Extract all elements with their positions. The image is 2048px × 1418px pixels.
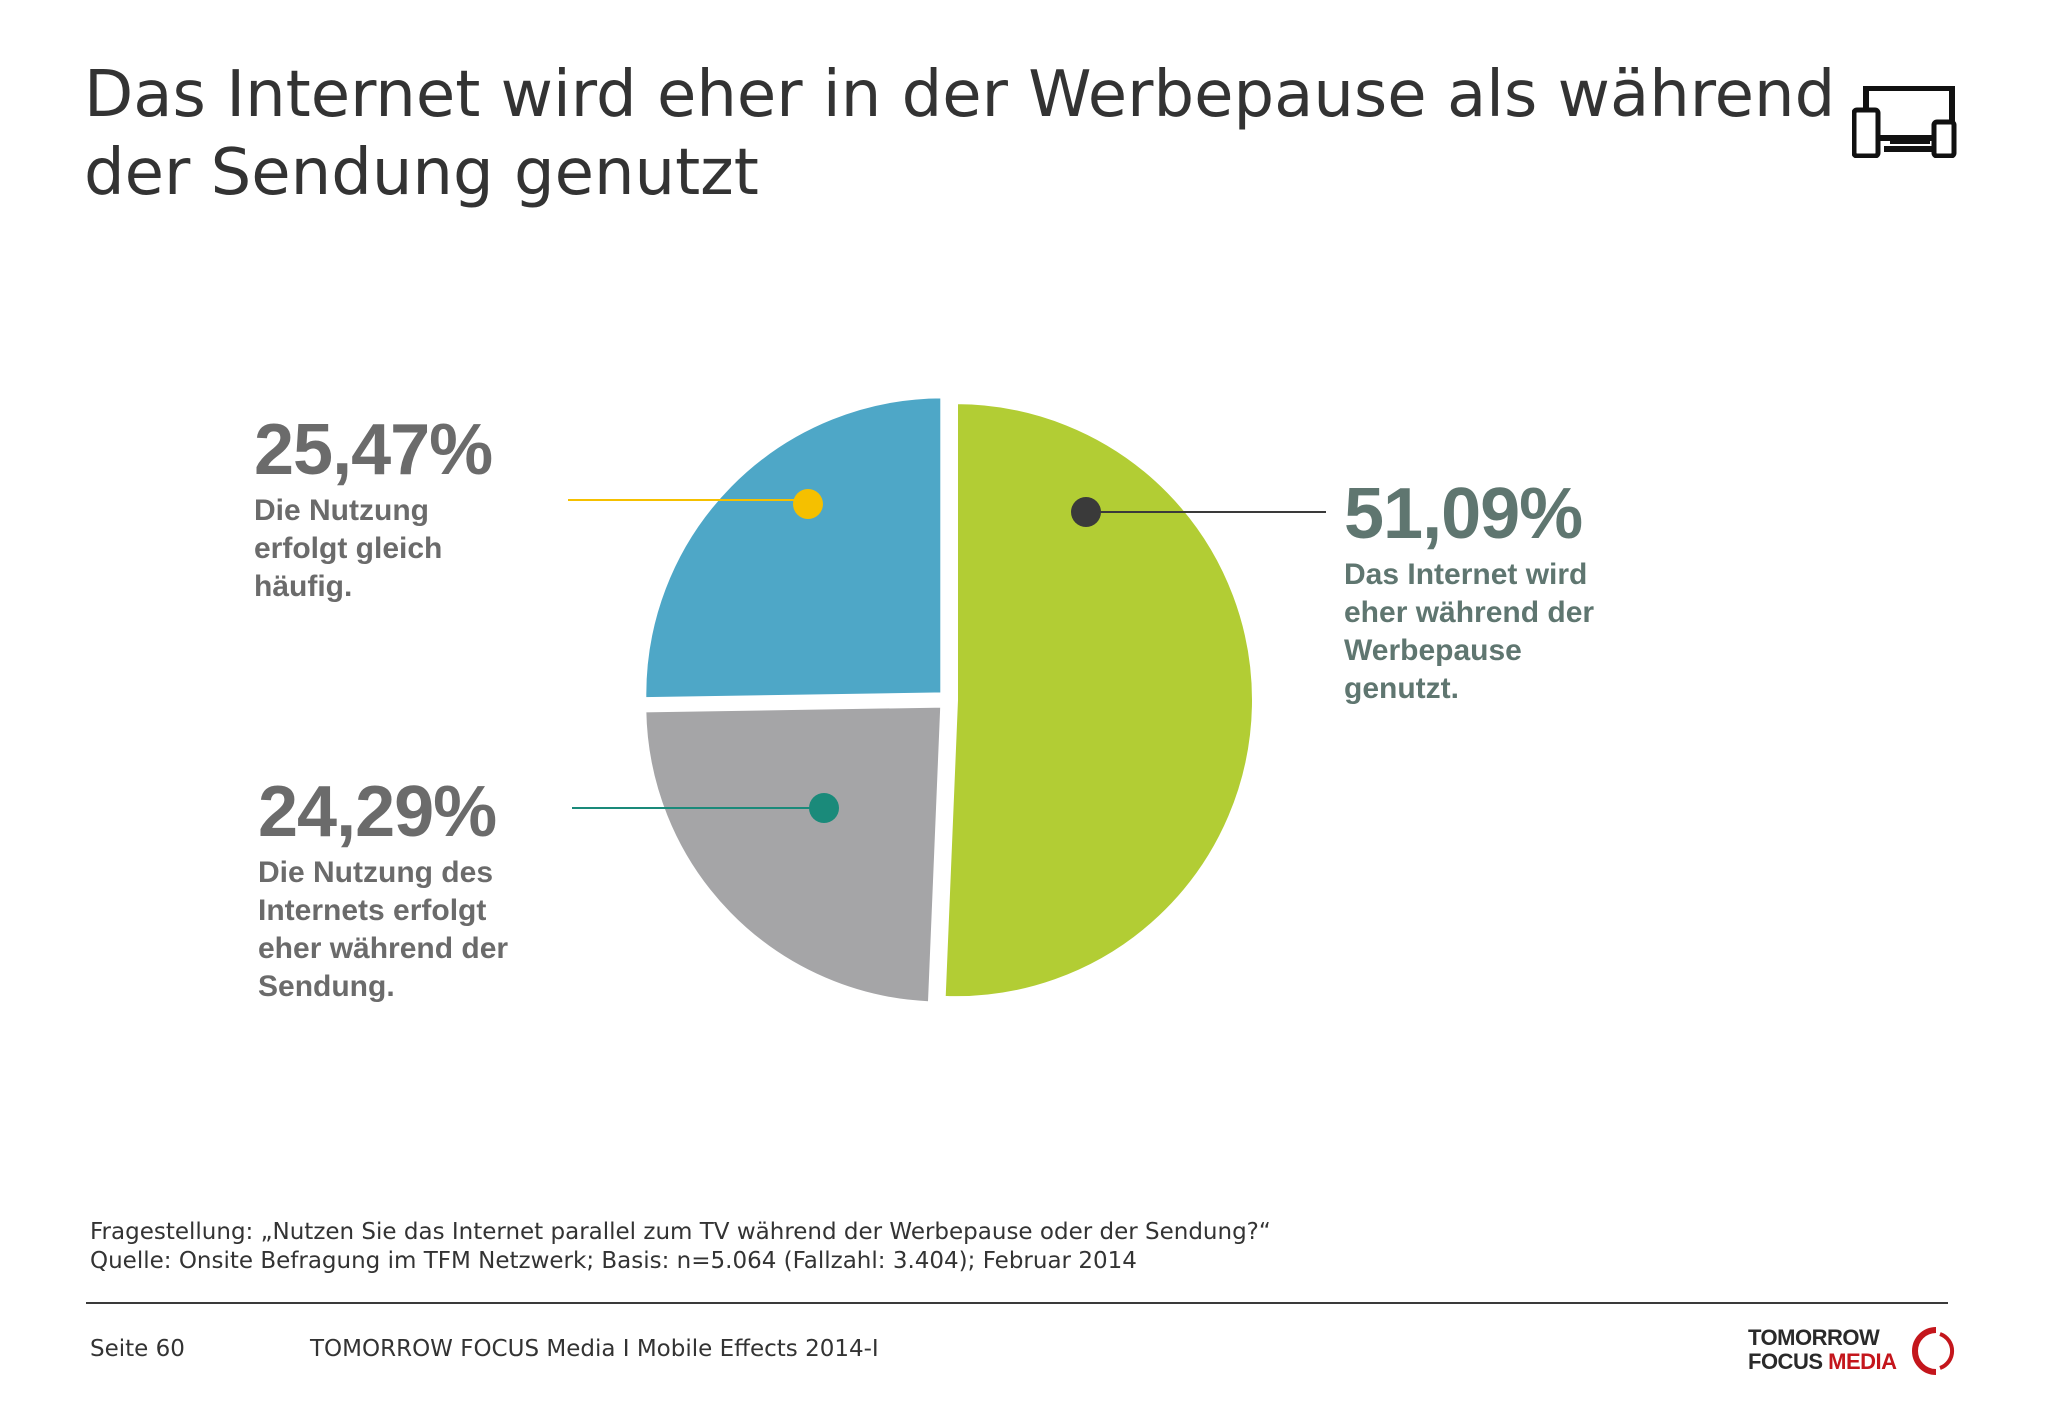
marker-equal-dot (793, 489, 823, 519)
title-line-2: der Sendung genutzt (84, 136, 759, 210)
slice-label-werbepause: 51,09% Das Internet wird eher während de… (1344, 474, 1704, 708)
slice-werbepause (941, 400, 1256, 1001)
page-number: Seite 60 (90, 1336, 185, 1362)
question-text: Fragestellung: „Nutzen Sie das Internet … (90, 1219, 1271, 1245)
data-label-equal-desc: Die Nutzung erfolgt gleich häufig. (254, 494, 443, 603)
slice-equal (642, 394, 945, 702)
marker-sendung-dot (809, 793, 839, 823)
footer-note: Fragestellung: „Nutzen Sie das Internet … (90, 1218, 1271, 1276)
slice-sendung (642, 703, 945, 1006)
logo-media: MEDIA (1828, 1349, 1897, 1374)
company-logo: TOMORROW FOCUS MEDIA (1748, 1326, 1958, 1378)
page-title: Das Internet wird eher in der Werbepause… (84, 56, 1864, 212)
slice-label-sendung: 24,29% Die Nutzung des Internets erfolgt… (258, 772, 638, 1006)
data-label-werbepause-pct: 51,09% (1344, 474, 1583, 554)
data-label-equal-pct: 25,47% (254, 410, 493, 490)
logo-text-line-1: TOMORROW (1748, 1325, 1880, 1350)
data-label-werbepause-desc: Das Internet wird eher während der Werbe… (1344, 558, 1595, 705)
marker-werbepause-dot (1071, 497, 1101, 527)
footer-divider (86, 1302, 1948, 1304)
logo-focus: FOCUS (1748, 1349, 1829, 1374)
data-label-sendung-pct: 24,29% (258, 772, 497, 852)
slice-label-equal: 25,47% Die Nutzung erfolgt gleich häufig… (254, 410, 634, 606)
logo-text-line-2: FOCUS MEDIA (1748, 1350, 1897, 1374)
data-label-sendung-desc: Die Nutzung des Internets erfolgt eher w… (258, 856, 509, 1003)
title-line-1: Das Internet wird eher in der Werbepause… (84, 58, 1836, 132)
footer-reference: TOMORROW FOCUS Media I Mobile Effects 20… (310, 1336, 879, 1362)
devices-icon (1852, 86, 1957, 158)
logo-mark-icon (1912, 1327, 1955, 1375)
source-text: Quelle: Onsite Befragung im TFM Netzwerk… (90, 1248, 1137, 1274)
